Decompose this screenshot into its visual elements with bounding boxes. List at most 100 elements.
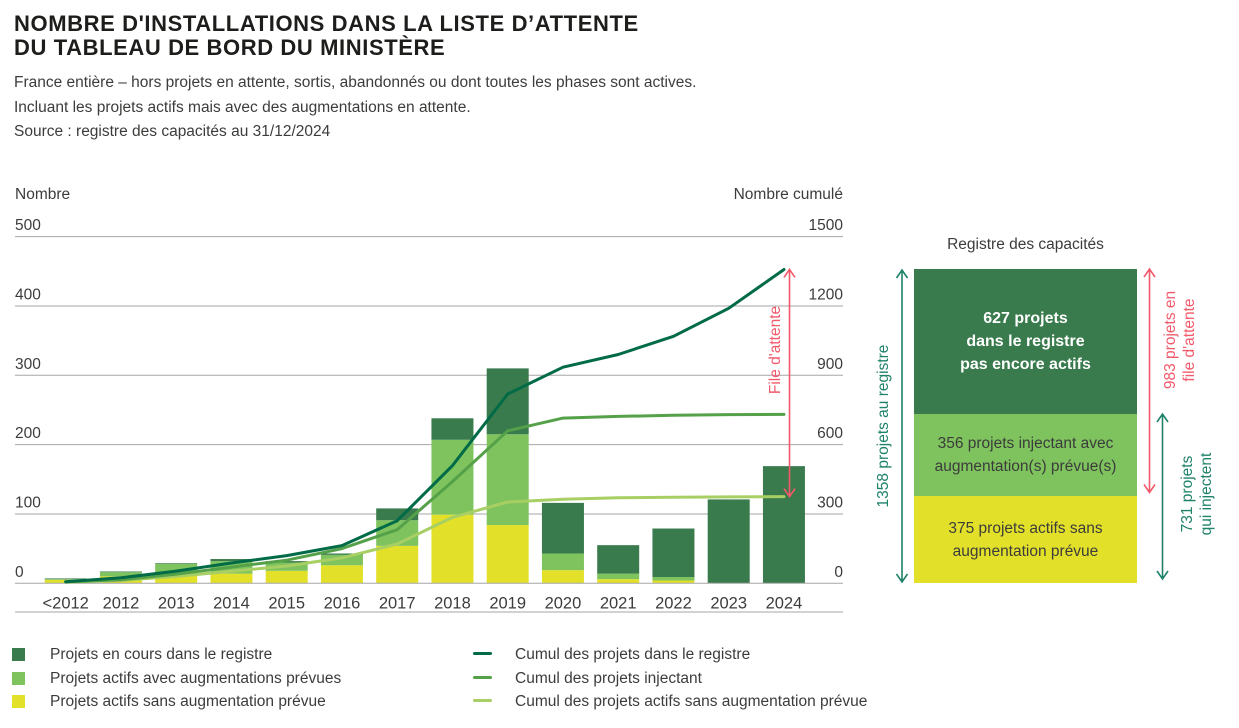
legend-label-registre: Projets en cours dans le registre — [50, 646, 273, 663]
panel-box-actifs-sans-augmentation: 375 projets actifs sans augmentation pré… — [914, 496, 1137, 583]
y-axis-tick-left: 500 — [15, 217, 41, 234]
bar-2019-yellow — [486, 525, 529, 584]
x-axis-label-2022: 2022 — [655, 595, 692, 613]
side-panel-title: Registre des capacités — [947, 236, 1104, 253]
box-line: augmentation(s) prévue(s) — [934, 458, 1117, 475]
bar-2017-light_green — [376, 520, 419, 546]
x-axis-label-2012: 2012 — [103, 595, 140, 613]
bar-2019-dark_green — [486, 368, 529, 435]
legend-line-cumul-actifs-sans — [473, 699, 492, 702]
bar-2022-yellow — [652, 580, 695, 584]
bar-2021-dark_green — [597, 545, 640, 574]
page-title-line1: NOMBRE D'INSTALLATIONS DANS LA LISTE D’A… — [14, 11, 639, 36]
panel-box-injectant-avec-augmentation: 356 projets injectant avec augmentation(… — [914, 414, 1137, 496]
right-axis-title: Nombre cumulé — [734, 186, 843, 203]
label-731-line2: qui injectent — [1198, 452, 1215, 536]
bar-<2012-dark_green — [44, 578, 87, 580]
legend-swatch-actifs-sans — [12, 695, 25, 708]
bar-2013-yellow — [155, 573, 198, 584]
y-axis-tick-right: 900 — [817, 356, 843, 373]
bar-2015-yellow — [265, 570, 308, 584]
y-axis-tick-right: 600 — [817, 425, 843, 442]
y-axis-tick-left: 100 — [15, 494, 41, 511]
bar-2013-dark_green — [155, 563, 198, 564]
box-line: 375 projets actifs sans — [948, 519, 1103, 537]
bar-2021-light_green — [597, 573, 640, 580]
bar-2020-light_green — [541, 553, 584, 571]
x-axis-label-2016: 2016 — [324, 595, 361, 613]
bar-2017-dark_green — [376, 508, 419, 521]
subtitle-line1: France entière – hors projets en attente… — [14, 74, 697, 91]
bar-<2012-light_green — [44, 579, 87, 580]
legend-label-cumul-registre: Cumul des projets dans le registre — [515, 646, 751, 663]
bar-2016-dark_green — [320, 553, 363, 555]
line-line_dark — [64, 268, 786, 584]
main-chart: 500 1500 400 1200 300 900 200 600 100 300 0 0 Nombre… — [15, 186, 843, 613]
label-731-line1: 731 projets — [1179, 455, 1196, 533]
line-line_medium — [64, 412, 786, 584]
label-983-line1: 983 projets en — [1162, 290, 1179, 390]
page-title-line2: DU TABLEAU DE BORD DU MINISTÈRE — [14, 34, 446, 60]
bar-2012-dark_green — [99, 571, 142, 573]
label-983-projets-en-file-attente: 983 projets en file d'attente — [1161, 275, 1199, 405]
file-attente-arrow — [783, 268, 796, 499]
legend-swatch-actifs-avec — [12, 672, 25, 685]
legend-label-cumul-actifs-sans: Cumul des projets actifs sans augmentati… — [515, 693, 868, 710]
bar-2021-yellow — [597, 579, 640, 584]
bar-2019-light_green — [486, 434, 529, 526]
legend-line-cumul-injectant — [473, 676, 492, 679]
bar-2023-dark_green — [707, 499, 750, 584]
bar-2014-yellow — [210, 573, 253, 584]
page-title: NOMBRE D'INSTALLATIONS DANS LA LISTE D’A… — [14, 12, 639, 59]
bar-2014-dark_green — [210, 559, 253, 562]
label-1358-projets-au-registre: 1358 projets au registre — [875, 344, 892, 508]
x-axis-label-2019: 2019 — [489, 595, 526, 613]
panel-box-pas-encore-actifs: 627 projets dans le registre pas encore … — [914, 269, 1137, 414]
x-axis-label-2014: 2014 — [213, 595, 250, 613]
bar-2020-dark_green — [541, 502, 584, 554]
label-983-line2: file d'attente — [1181, 298, 1198, 382]
bar-2020-yellow — [541, 570, 584, 584]
arrow-731-injectent — [1156, 412, 1169, 581]
box-line: pas encore actifs — [960, 356, 1091, 373]
x-axis-label-2017: 2017 — [379, 595, 416, 613]
x-axis-label-2015: 2015 — [268, 595, 305, 613]
x-axis-label-2020: 2020 — [545, 595, 582, 613]
bar-2016-light_green — [320, 554, 363, 566]
legend-line-cumul-registre — [473, 652, 492, 655]
bar-2022-light_green — [652, 577, 695, 581]
bar-2017-yellow — [376, 545, 419, 584]
x-axis-label-2023: 2023 — [710, 595, 747, 613]
subtitle-line2: Incluant les projets actifs mais avec de… — [14, 98, 471, 116]
box-line: augmentation prévue — [952, 542, 1099, 560]
bar-2022-dark_green — [652, 528, 695, 578]
bar-2016-yellow — [320, 565, 363, 584]
arrow-983-file-attente — [1143, 267, 1156, 494]
y-axis-tick-left: 300 — [15, 356, 41, 373]
legend-label-cumul-injectant: Cumul des projets injectant — [515, 670, 702, 687]
y-axis-tick-right: 300 — [817, 494, 843, 511]
y-axis-tick-left: 400 — [15, 286, 41, 303]
x-axis-label-2021: 2021 — [600, 595, 637, 613]
arrow-1358-registre — [895, 268, 909, 584]
x-axis-label-2018: 2018 — [434, 595, 471, 613]
bar-2018-dark_green — [431, 418, 474, 440]
y-axis-tick-left: 0 — [15, 564, 24, 581]
left-axis-title: Nombre — [15, 186, 70, 203]
box-line: dans le registre — [966, 333, 1085, 350]
y-axis-tick-right: 0 — [834, 564, 843, 581]
subtitle-line3: Source : registre des capacités au 31/12… — [14, 123, 331, 140]
label-731-projets-qui-injectent: 731 projets qui injectent — [1178, 434, 1216, 554]
panel-arrows — [895, 267, 1169, 584]
x-axis-label-2024: 2024 — [766, 595, 803, 613]
bar-2012-light_green — [99, 572, 142, 577]
bar-2015-dark_green — [265, 561, 308, 563]
bar-2018-yellow — [431, 514, 474, 584]
x-axis-label-2013: 2013 — [158, 595, 195, 613]
box-line: 627 projets — [983, 310, 1068, 327]
y-axis-tick-left: 200 — [15, 425, 41, 442]
box-line: 356 projets injectant avec — [937, 435, 1114, 452]
bar-2013-light_green — [155, 563, 198, 574]
line-line_light — [64, 495, 786, 584]
